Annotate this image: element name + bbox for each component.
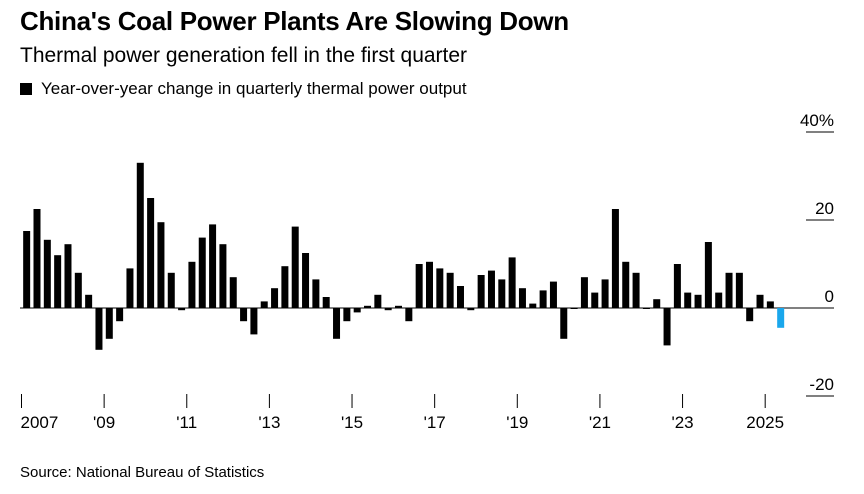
source-note: Source: National Bureau of Statistics — [20, 464, 265, 481]
bar — [105, 308, 113, 339]
bar — [219, 244, 227, 308]
x-tick-label: '23 — [671, 413, 693, 432]
bar — [436, 268, 444, 308]
bar — [281, 266, 289, 308]
bar — [209, 224, 217, 308]
x-tick-label: '13 — [258, 413, 280, 432]
chart-title: China's Coal Power Plants Are Slowing Do… — [20, 6, 569, 36]
bar — [85, 294, 93, 308]
bar — [43, 239, 51, 308]
bar — [291, 226, 299, 308]
bar — [591, 292, 599, 308]
bar — [487, 270, 495, 308]
bar — [364, 305, 372, 308]
bar — [415, 264, 423, 308]
bar — [601, 279, 609, 308]
bar — [642, 308, 650, 309]
bar — [240, 308, 248, 322]
bar — [374, 294, 382, 308]
bar — [126, 268, 134, 308]
bar — [178, 308, 186, 311]
y-tick-label: 0 — [825, 287, 834, 306]
bar — [260, 301, 268, 308]
bar — [343, 308, 351, 322]
bar — [518, 288, 526, 308]
bar — [684, 292, 692, 308]
y-tick-label: 40% — [800, 111, 834, 130]
x-tick-label: '19 — [506, 413, 528, 432]
bar — [157, 222, 165, 308]
bar — [653, 299, 661, 308]
bar — [694, 294, 702, 308]
bar — [539, 290, 547, 308]
bar — [188, 261, 196, 308]
bar — [229, 277, 237, 308]
bar — [64, 244, 72, 308]
legend: Year-over-year change in quarterly therm… — [20, 79, 467, 99]
bar — [756, 294, 764, 308]
bar — [673, 264, 681, 308]
bar — [198, 237, 206, 308]
bar — [560, 308, 568, 339]
bar — [498, 279, 506, 308]
bar — [570, 308, 578, 309]
bar — [116, 308, 124, 322]
x-tick-label: '21 — [589, 413, 611, 432]
bar — [33, 209, 41, 308]
x-tick-label: '15 — [341, 413, 363, 432]
bar — [663, 308, 671, 346]
bar — [580, 277, 588, 308]
bar — [611, 209, 619, 308]
bar — [384, 308, 392, 311]
bar — [302, 253, 310, 308]
bar — [746, 308, 754, 322]
bar — [333, 308, 341, 339]
bar — [147, 198, 155, 308]
bar — [136, 162, 144, 308]
bar — [529, 303, 537, 308]
bar — [353, 308, 361, 313]
bar — [549, 281, 557, 308]
bar — [271, 288, 279, 308]
bar — [467, 308, 475, 311]
bar — [766, 301, 774, 308]
bar — [322, 297, 330, 308]
bar — [508, 257, 516, 308]
y-tick-label: -20 — [809, 375, 834, 394]
bar — [74, 272, 82, 308]
bar — [704, 242, 712, 308]
chart-subtitle: Thermal power generation fell in the fir… — [20, 44, 468, 67]
bar — [312, 279, 320, 308]
x-tick-label: '17 — [424, 413, 446, 432]
bar — [95, 308, 103, 350]
bar — [23, 231, 31, 308]
bar — [405, 308, 413, 322]
bar — [456, 286, 464, 308]
x-tick-label: 2007 — [21, 413, 59, 432]
legend-label: Year-over-year change in quarterly therm… — [41, 79, 467, 98]
bar — [715, 292, 723, 308]
bar — [425, 261, 433, 308]
bar — [54, 255, 62, 308]
bar — [735, 272, 743, 308]
bar — [777, 308, 785, 328]
bar — [446, 272, 454, 308]
bar — [725, 272, 733, 308]
y-tick-label: 20 — [815, 199, 834, 218]
bar — [632, 272, 640, 308]
bar — [167, 272, 175, 308]
bar — [477, 275, 485, 308]
bar — [622, 261, 630, 308]
bar — [250, 308, 258, 335]
x-tick-label: 2025 — [746, 413, 784, 432]
legend-swatch — [20, 83, 32, 95]
bar — [395, 305, 403, 308]
x-tick-label: '11 — [176, 413, 197, 432]
x-tick-label: '09 — [93, 413, 115, 432]
